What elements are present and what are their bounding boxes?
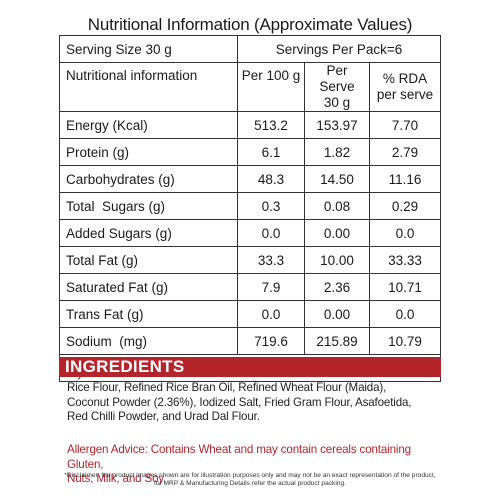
nutrient-name: Added Sugars (g): [59, 219, 238, 247]
allergen-advice: Allergen Advice: Contains Wheat and may …: [67, 443, 439, 487]
perserve-value: 0.00: [304, 219, 370, 247]
nutrient-name: Total Fat (g): [59, 246, 238, 274]
header-nutrient: Nutritional information: [59, 62, 238, 112]
header-per100: Per 100 g: [237, 62, 305, 112]
header-rda-line1: % RDA: [382, 71, 428, 86]
nutrition-table: Serving Size 30 g Servings Per Pack=6 Nu…: [59, 35, 441, 382]
ingredients-banner: [59, 357, 441, 377]
table-row: Protein (g) 6.1 1.82 2.79: [59, 138, 441, 166]
perserve-value: 0.00: [304, 300, 370, 328]
nutrient-name: Energy (Kcal): [59, 111, 238, 139]
nutrient-name: Protein (g): [59, 138, 238, 166]
per100-value: 0.3: [237, 192, 305, 220]
table-row: Energy (Kcal) 513.2 153.97 7.70: [59, 111, 441, 139]
ingredients-line: Red Chilli Powder, and Urad Dal Flour.: [67, 410, 260, 423]
allergen-line: Allergen Advice: Contains Wheat and may …: [67, 443, 411, 471]
serving-row: Serving Size 30 g Servings Per Pack=6: [59, 35, 441, 63]
table-row: Trans Fat (g) 0.0 0.00 0.0: [59, 300, 441, 328]
ingredients-line: Coconut Powder (2.36%), Iodized Salt, Fr…: [67, 395, 412, 409]
rda-value: 7.70: [369, 111, 441, 139]
allergen-line: Nuts, Milk, and Soy.: [67, 472, 167, 485]
table-row: Saturated Fat (g) 7.9 2.36 10.71: [59, 273, 441, 301]
nutrient-name: Total Sugars (g): [59, 192, 238, 220]
per100-value: 0.0: [237, 219, 305, 247]
per100-value: 0.0: [237, 300, 305, 328]
perserve-value: 14.50: [304, 165, 370, 193]
nutrient-name: Saturated Fat (g): [59, 273, 238, 301]
serving-size: Serving Size 30 g: [59, 35, 238, 63]
table-row: Sodium (mg) 719.6 215.89 10.79: [59, 327, 441, 355]
perserve-value: 153.97: [304, 111, 370, 139]
table-row: Carbohydrates (g) 48.3 14.50 11.16: [59, 165, 441, 193]
perserve-value: 2.36: [304, 273, 370, 301]
header-row: Nutritional information Per 100 g Per Se…: [59, 62, 441, 112]
per100-value: 513.2: [237, 111, 305, 139]
ingredients-list: Rice Flour, Refined Rice Bran Oil, Refin…: [67, 381, 439, 425]
perserve-value: 1.82: [304, 138, 370, 166]
perserve-value: 10.00: [304, 246, 370, 274]
table-row: Total Fat (g) 33.3 10.00 33.33: [59, 246, 441, 274]
perserve-value: 0.08: [304, 192, 370, 220]
per100-value: 719.6: [237, 327, 305, 355]
per100-value: 7.9: [237, 273, 305, 301]
servings-per-pack: Servings Per Pack=6: [237, 35, 441, 63]
per100-value: 6.1: [237, 138, 305, 166]
per100-value: 33.3: [237, 246, 305, 274]
ingredients-heading: INGREDIENTS: [65, 357, 185, 376]
rda-value: 33.33: [369, 246, 441, 274]
nutrient-name: Carbohydrates (g): [59, 165, 238, 193]
disclaimer: *Disclaimer: the product images shown ar…: [0, 472, 500, 488]
page-title: Nutritional Information (Approximate Val…: [87, 15, 413, 34]
rda-value: 10.79: [369, 327, 441, 355]
per100-value: 48.3: [237, 165, 305, 193]
rda-value: 2.79: [369, 138, 441, 166]
header-perserve-line2: 30 g: [323, 95, 351, 110]
ingredients-line: Rice Flour, Refined Rice Bran Oil, Refin…: [67, 381, 387, 394]
header-rda: % RDA per serve: [369, 62, 441, 112]
rda-value: 11.16: [369, 165, 441, 193]
rda-value: 0.0: [369, 300, 441, 328]
perserve-value: 215.89: [304, 327, 370, 355]
nutrient-name: Sodium (mg): [59, 327, 238, 355]
nutrient-name: Trans Fat (g): [59, 300, 238, 328]
rda-value: 10.71: [369, 273, 441, 301]
header-perserve: Per Serve 30 g: [304, 62, 370, 112]
disclaimer-line: *Disclaimer: the product images shown ar…: [64, 472, 436, 479]
disclaimer-line: for MRP & Manufacturing Details refer th…: [154, 480, 346, 487]
table-row: Added Sugars (g) 0.0 0.00 0.0: [59, 219, 441, 247]
header-perserve-line1: Per Serve: [319, 63, 355, 94]
rda-value: 0.0: [369, 219, 441, 247]
rda-value: 0.29: [369, 192, 441, 220]
header-rda-line2: per serve: [376, 87, 434, 102]
table-row: Total Sugars (g) 0.3 0.08 0.29: [59, 192, 441, 220]
